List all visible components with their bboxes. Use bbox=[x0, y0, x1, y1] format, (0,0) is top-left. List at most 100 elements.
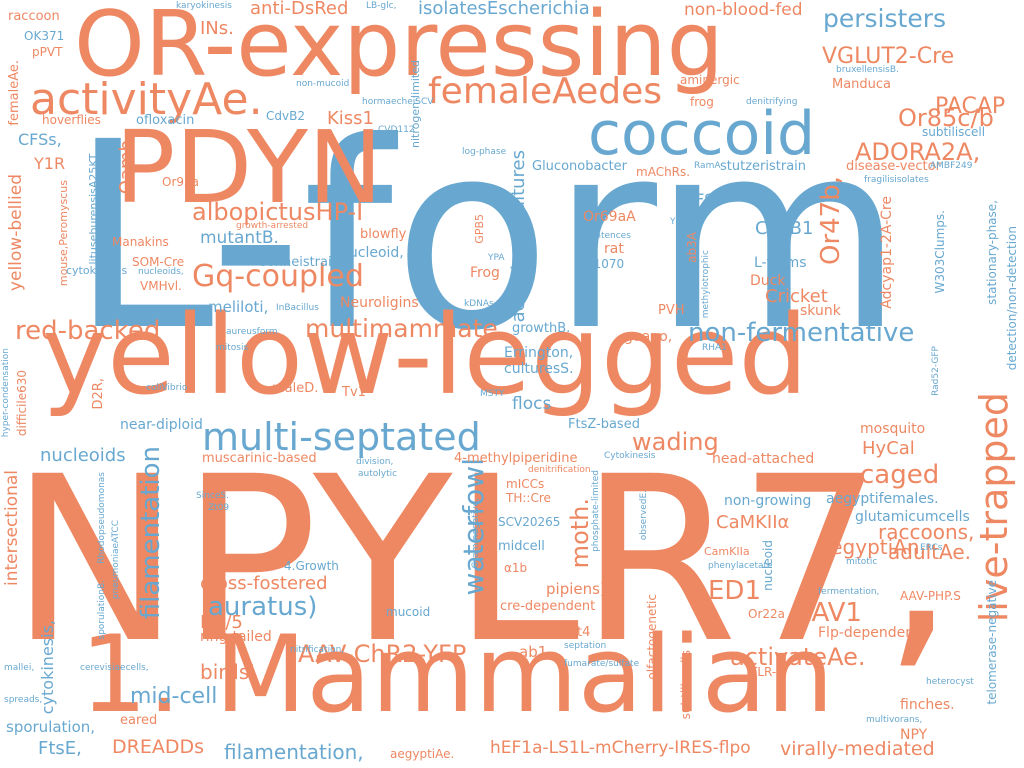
word-mid-cell: mid-cell bbox=[130, 684, 218, 709]
word-pacap: PACAP bbox=[935, 94, 1006, 119]
word-bruxellensis: bruxellensisB. bbox=[836, 65, 899, 75]
word-non-blood-fed: non-blood-fed bbox=[684, 0, 803, 20]
word-ercs: ERCs bbox=[920, 543, 943, 553]
word-hyper-condensation: hyper-condensation bbox=[1, 348, 11, 438]
word-oamb: Oamb bbox=[116, 140, 137, 195]
word-gq-coupled: Gq-coupled bbox=[192, 259, 364, 294]
word-growth4: 4.Growth bbox=[284, 559, 339, 573]
word-blowfly: blowfly bbox=[360, 227, 407, 242]
word-cfs: CFS bbox=[684, 190, 715, 209]
word-guano: guano, bbox=[624, 329, 673, 345]
word-hef1a: hEF1a-LS1L-mCherry-IRES-flpo bbox=[490, 738, 751, 758]
word-micc: mICCs bbox=[506, 477, 545, 491]
word-mucoid: mucoid bbox=[386, 605, 431, 619]
word-heterocyst: heterocyst bbox=[926, 677, 974, 687]
word-non-growing: non-growing bbox=[724, 493, 812, 509]
word-filamentation-big: filamentation bbox=[136, 446, 166, 620]
word-npy: NPY bbox=[900, 727, 928, 743]
word-activate-ae: activateAe. bbox=[730, 643, 866, 671]
word-gram-negative: Gram-negative, bbox=[471, 498, 481, 569]
word-sonneistrain: sonneistrain bbox=[260, 255, 340, 270]
word-stationary: stationary-phase, bbox=[985, 200, 999, 305]
word-cdvb2: CdvB2 bbox=[266, 109, 305, 123]
word-frog-small: frog bbox=[690, 95, 714, 109]
word-sporulation: sporulation, bbox=[6, 718, 96, 736]
word-adora2a: ADORA2A, bbox=[855, 138, 981, 166]
word-isolates-e: isolatesEscherichia bbox=[418, 0, 590, 19]
word-eared: eared bbox=[120, 713, 158, 728]
word-th-cre: TH::Cre bbox=[506, 491, 551, 505]
word-female-aedes: femaleAedes bbox=[428, 71, 662, 112]
word-hoverflies: hoverflies bbox=[42, 113, 101, 127]
word-albopictus-hpi: albopictusHP-I bbox=[192, 198, 364, 226]
word-cultures-s: culturesS. bbox=[504, 361, 574, 377]
word-ok371: OK371 bbox=[24, 29, 65, 43]
word-pdyn: PDYN bbox=[115, 109, 383, 226]
word-fumarate: fumarate/sulfate bbox=[564, 659, 640, 669]
word-non-mucoid: non-mucoid bbox=[296, 79, 350, 89]
word-vmhvl: VMHvl. bbox=[140, 279, 182, 293]
word-inbacillus: InBacillus bbox=[276, 303, 319, 313]
word-camkiia: CaMKIIα bbox=[716, 512, 790, 533]
word-aav-php: AAV-PHP.S bbox=[900, 589, 961, 603]
word-aegypti-ae: aegyptiAe. bbox=[390, 747, 455, 761]
word-virally-mediated: virally-mediated bbox=[780, 738, 935, 760]
word-cricket: Cricket bbox=[765, 286, 828, 307]
word-or85cb: Or85c/b bbox=[898, 104, 994, 132]
word-cerevisiae: cerevisiaecells, bbox=[80, 663, 149, 673]
word-mitotic: mitotic bbox=[846, 557, 878, 567]
word-cytokinesis-mid: cytokinesis bbox=[66, 264, 128, 277]
word-growth-arrested: growth-arrested bbox=[236, 221, 309, 231]
word-nitrogen-limited: nitrogen-limited bbox=[409, 60, 422, 148]
word-red-backed: red-backed bbox=[15, 316, 161, 346]
word-ypa: YPA bbox=[488, 253, 505, 263]
word-sporulation-b: sporulationB. bbox=[97, 580, 107, 640]
word-multivorans: multivorans, bbox=[866, 715, 923, 725]
word-difficile: difficile630 bbox=[15, 370, 29, 437]
word-som-cre: SOM-Cre bbox=[132, 255, 185, 269]
word-manakins: Manakins bbox=[112, 235, 169, 249]
word-aminergic: aminergic bbox=[680, 73, 740, 87]
word-ab3a: ab3A bbox=[685, 232, 699, 263]
word-kdnas: kDNAs bbox=[464, 299, 494, 309]
word-mammalian: 1. Mammalian bbox=[80, 613, 834, 736]
word-gluconobacter: Gluconobacter bbox=[532, 159, 628, 174]
word-coccoid: coccoid bbox=[588, 99, 816, 169]
word-zt09: Zt09 bbox=[208, 503, 230, 513]
word-raccoons: raccoons, bbox=[878, 520, 975, 544]
word-camkiia2: CamKIIa bbox=[704, 545, 750, 558]
word-colivibrio: coliVibrio bbox=[146, 383, 188, 393]
word-w303: W303Clumps. bbox=[933, 210, 947, 294]
word-ftse: FtsE, bbox=[38, 738, 82, 759]
word-aav-chr2-yfp: AAV-ChR2-YFP bbox=[298, 640, 467, 668]
word-telomerase: telomerase-negative bbox=[985, 580, 999, 705]
word-nitrification: nitrification, bbox=[290, 645, 345, 655]
word-adcyap1: Adcyap1-2A-Cre bbox=[879, 196, 895, 309]
word-birds: birds' bbox=[200, 660, 255, 684]
word-head-attached: head-attached bbox=[712, 451, 815, 467]
word-caged: caged bbox=[860, 460, 940, 490]
word-persisters: persisters bbox=[823, 4, 947, 33]
word-or47b: Or47b, bbox=[816, 176, 846, 266]
word-filamentation-bottom: filamentation, bbox=[224, 740, 364, 764]
word-fragilis: fragilisisolates bbox=[864, 175, 929, 185]
word-pvh: PVH bbox=[658, 303, 685, 318]
word-ins: INs. bbox=[200, 18, 234, 39]
word-meliloti: meliloti, bbox=[208, 298, 269, 316]
word-cfss: CFSs, bbox=[18, 130, 62, 149]
word-mitosis: mitosis bbox=[216, 343, 249, 353]
word-aegypti-an: aegyptiAn. bbox=[818, 535, 926, 559]
word-21070: 21070 bbox=[586, 257, 625, 271]
word-yellow-bellied: yellow-bellied bbox=[6, 174, 26, 292]
word-tlr3: TLR-3 bbox=[750, 665, 784, 679]
word-olfactogenetic: olfactogenetic bbox=[645, 594, 659, 680]
word-or-expressing: OR-expressing bbox=[74, 0, 724, 97]
word-midcell: midcell bbox=[498, 539, 545, 554]
word-ftsz: FtsZ-based bbox=[568, 417, 640, 432]
word-ambf249: AMBF249 bbox=[930, 161, 973, 171]
word-vglut2-cre: VGLUT2-Cre bbox=[822, 44, 955, 69]
word-or92a: Or92a bbox=[162, 175, 200, 189]
word-mouse-peromyscus: mouse,Peromyscus bbox=[57, 180, 70, 287]
word-cdvb1: CdvB1 bbox=[755, 218, 814, 239]
